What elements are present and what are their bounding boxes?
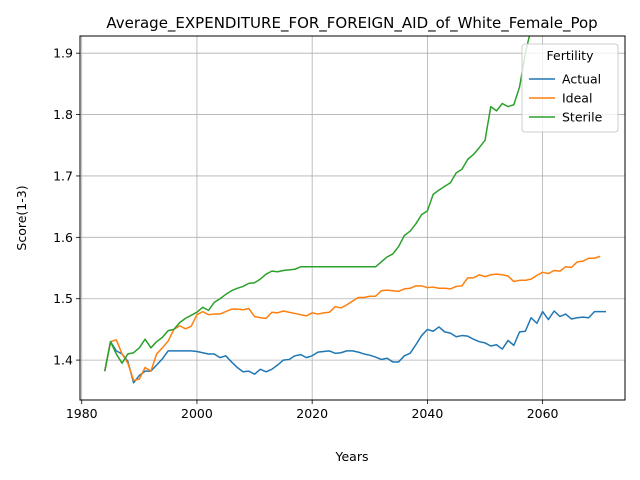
y-tick-label: 1.7 — [53, 168, 73, 183]
legend: Fertility Actual Ideal Sterile — [521, 43, 619, 133]
x-tick-label: 1980 — [66, 406, 98, 421]
legend-title: Fertility — [547, 48, 595, 63]
legend-label-actual: Actual — [562, 72, 601, 87]
legend-label-ideal: Ideal — [562, 91, 592, 106]
x-axis-label: Years — [335, 449, 369, 464]
x-axis-ticks: 1980 2000 2020 2040 2060 — [66, 400, 559, 421]
y-axis-label: Score(1-3) — [14, 185, 29, 250]
x-tick-label: 2040 — [411, 406, 443, 421]
y-tick-label: 1.9 — [53, 46, 73, 61]
chart-title: Average_EXPENDITURE_FOR_FOREIGN_AID_of_W… — [106, 14, 597, 33]
series-lines — [104, 36, 606, 384]
y-tick-label: 1.6 — [53, 230, 73, 245]
y-tick-label: 1.4 — [53, 353, 73, 368]
series-line-sterile — [104, 36, 531, 372]
x-tick-label: 2020 — [296, 406, 328, 421]
series-line-actual — [104, 310, 606, 384]
x-tick-label: 2000 — [181, 406, 213, 421]
x-tick-label: 2060 — [527, 406, 559, 421]
y-axis-ticks: 1.4 1.5 1.6 1.7 1.8 1.9 — [53, 46, 80, 368]
y-tick-label: 1.8 — [53, 107, 73, 122]
y-tick-label: 1.5 — [53, 291, 73, 306]
series-line-ideal — [104, 255, 601, 382]
plot-frame — [79, 35, 626, 401]
legend-label-sterile: Sterile — [562, 110, 603, 125]
legend-box — [521, 43, 619, 133]
